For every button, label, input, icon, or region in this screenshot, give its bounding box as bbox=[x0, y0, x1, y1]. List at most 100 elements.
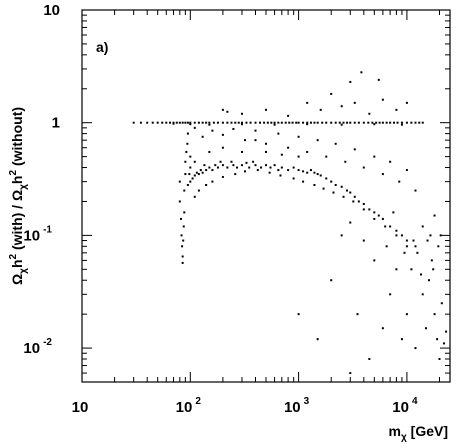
data-point bbox=[334, 142, 337, 145]
data-point bbox=[280, 121, 283, 124]
data-point bbox=[353, 121, 356, 124]
data-point bbox=[377, 214, 380, 217]
data-point bbox=[208, 123, 211, 126]
data-point bbox=[306, 123, 309, 126]
data-point bbox=[186, 132, 189, 135]
data-point bbox=[377, 78, 380, 81]
data-point bbox=[179, 217, 182, 220]
data-point bbox=[396, 121, 399, 124]
data-point bbox=[398, 180, 401, 183]
data-point bbox=[340, 105, 343, 108]
data-point bbox=[316, 173, 319, 176]
y-tick-label: 10 -1 bbox=[23, 224, 52, 244]
data-point bbox=[186, 142, 189, 145]
data-point bbox=[221, 121, 224, 124]
data-point bbox=[400, 121, 403, 124]
data-point bbox=[284, 121, 287, 124]
data-point bbox=[381, 217, 384, 220]
data-point bbox=[313, 121, 316, 124]
data-point bbox=[428, 279, 431, 282]
data-point bbox=[373, 155, 376, 158]
data-point bbox=[193, 174, 196, 177]
data-point bbox=[405, 239, 408, 242]
data-point bbox=[414, 245, 417, 248]
data-point bbox=[325, 177, 328, 180]
data-points bbox=[132, 71, 448, 375]
data-point bbox=[295, 121, 298, 124]
data-point bbox=[368, 358, 371, 360]
data-point bbox=[216, 121, 219, 124]
data-point bbox=[395, 229, 398, 232]
data-point bbox=[240, 121, 243, 124]
data-point bbox=[240, 164, 243, 167]
data-point bbox=[381, 98, 384, 101]
data-point bbox=[226, 121, 229, 124]
x-axis-label: mχ [GeV] bbox=[389, 423, 448, 443]
data-point bbox=[245, 121, 248, 124]
data-point bbox=[357, 121, 360, 124]
data-point bbox=[362, 208, 365, 211]
data-point bbox=[269, 166, 272, 169]
data-point bbox=[172, 122, 175, 125]
data-point bbox=[430, 259, 433, 262]
data-point bbox=[389, 121, 392, 124]
data-point bbox=[256, 169, 259, 172]
data-point bbox=[221, 108, 224, 111]
data-point bbox=[201, 121, 204, 124]
data-point bbox=[221, 175, 224, 178]
data-point bbox=[221, 133, 224, 136]
data-point bbox=[344, 160, 347, 163]
data-point bbox=[316, 139, 319, 142]
x-tick-labels: 10 10 2 10 3 10 4 bbox=[72, 396, 418, 416]
data-point bbox=[424, 327, 427, 330]
data-point bbox=[395, 108, 398, 111]
data-point bbox=[392, 211, 395, 214]
data-point bbox=[389, 160, 392, 163]
data-point bbox=[188, 173, 191, 176]
data-point bbox=[240, 112, 243, 115]
data-point bbox=[132, 121, 135, 124]
data-point bbox=[265, 150, 267, 153]
data-point bbox=[212, 121, 215, 124]
data-point bbox=[368, 208, 371, 211]
data-point bbox=[414, 121, 417, 124]
data-point bbox=[368, 112, 371, 115]
data-point bbox=[395, 234, 398, 237]
data-point bbox=[221, 146, 224, 149]
data-point bbox=[178, 200, 181, 203]
data-point bbox=[184, 121, 187, 124]
data-point bbox=[405, 101, 408, 104]
data-point bbox=[151, 121, 154, 124]
data-point bbox=[234, 121, 237, 124]
data-point bbox=[297, 155, 300, 158]
data-point bbox=[254, 121, 257, 124]
data-point bbox=[161, 121, 164, 124]
data-point bbox=[389, 225, 392, 228]
data-point bbox=[184, 160, 187, 163]
data-point bbox=[277, 121, 280, 124]
data-point bbox=[389, 293, 392, 296]
data-point bbox=[189, 180, 192, 183]
data-point bbox=[349, 372, 352, 375]
data-point bbox=[201, 135, 204, 138]
data-point bbox=[313, 183, 316, 186]
data-point bbox=[184, 173, 187, 176]
data-point bbox=[197, 121, 200, 124]
data-point bbox=[181, 121, 184, 124]
data-point bbox=[356, 313, 359, 316]
data-point bbox=[178, 121, 181, 124]
data-point bbox=[410, 121, 413, 124]
data-point bbox=[240, 123, 243, 126]
y-axis-label: Ωχh2 (with) / Ωχh2 (without) bbox=[8, 107, 29, 285]
data-point bbox=[334, 183, 337, 186]
data-point bbox=[340, 234, 343, 237]
data-point bbox=[421, 293, 424, 296]
data-point bbox=[197, 189, 200, 192]
data-point bbox=[205, 169, 208, 172]
data-point bbox=[362, 202, 365, 205]
data-point bbox=[322, 187, 325, 190]
data-point bbox=[279, 174, 282, 177]
data-point bbox=[297, 169, 300, 172]
data-point bbox=[367, 121, 370, 124]
data-point bbox=[280, 166, 283, 169]
